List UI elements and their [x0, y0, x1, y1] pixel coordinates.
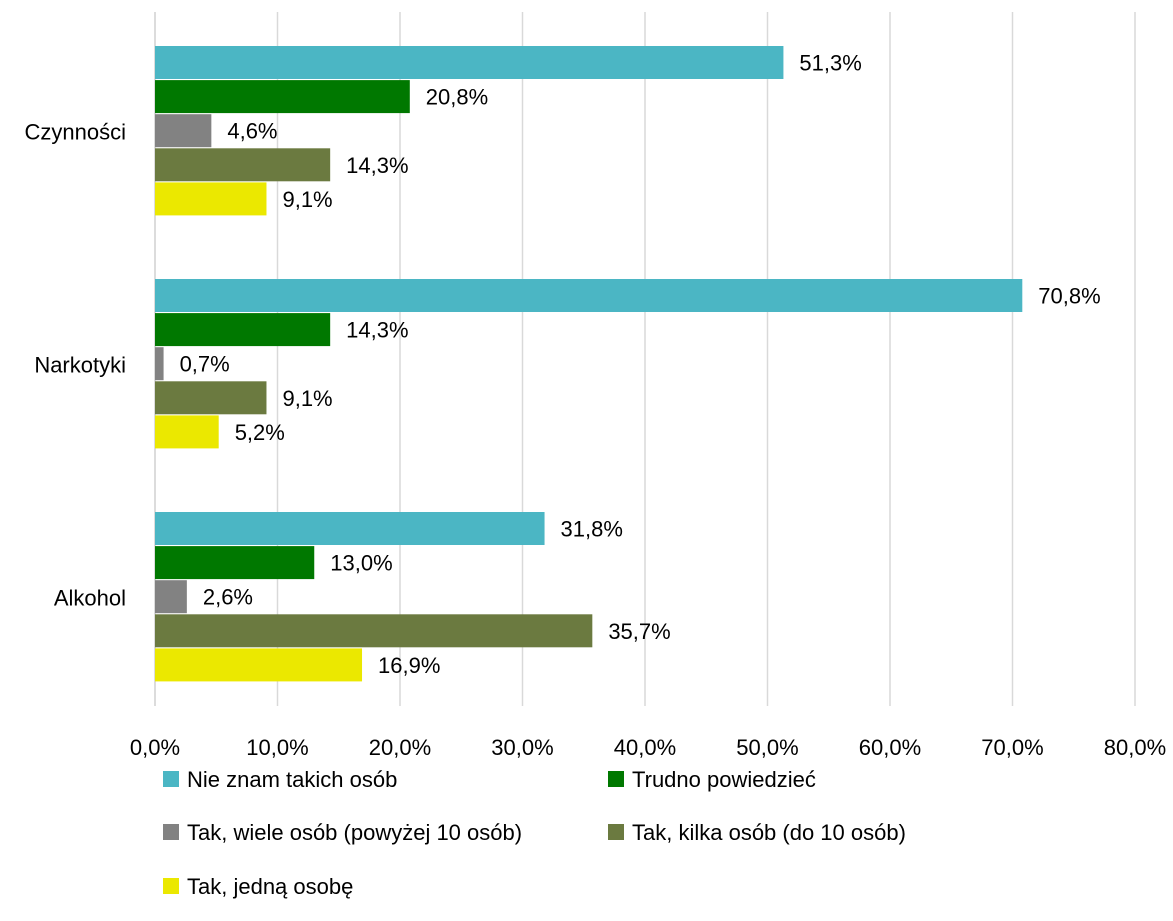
legend-swatch	[163, 824, 179, 840]
bar	[155, 114, 212, 148]
data-label: 14,3%	[346, 318, 408, 343]
bars	[155, 46, 1023, 682]
data-label: 51,3%	[799, 51, 861, 76]
x-tick-label: 50,0%	[736, 735, 798, 760]
bar	[155, 415, 219, 449]
legend-label: Tak, kilka osób (do 10 osób)	[632, 820, 906, 845]
x-tick-label: 80,0%	[1104, 735, 1166, 760]
data-label: 9,1%	[282, 386, 332, 411]
category-labels: Czynności Narkotyki Alkohol	[25, 119, 126, 610]
bar	[155, 279, 1023, 312]
legend-label: Trudno powiedzieć	[632, 767, 816, 792]
bar	[155, 182, 267, 216]
data-label: 0,7%	[180, 352, 230, 377]
x-tick-label: 10,0%	[246, 735, 308, 760]
x-tick-label: 0,0%	[130, 735, 180, 760]
category-label: Czynności	[25, 119, 126, 144]
bar	[155, 313, 331, 347]
bar	[155, 648, 363, 682]
bar	[155, 381, 267, 415]
data-label: 9,1%	[282, 187, 332, 212]
x-tick-label: 30,0%	[491, 735, 553, 760]
legend: Nie znam takich osób Trudno powiedzieć Tak…	[163, 767, 906, 899]
data-label: 13,0%	[330, 551, 392, 576]
x-tick-label: 40,0%	[614, 735, 676, 760]
legend-swatch	[608, 771, 624, 787]
category-label: Alkohol	[54, 585, 126, 610]
bar	[155, 546, 315, 580]
data-label: 35,7%	[608, 619, 670, 644]
x-tick-label: 60,0%	[859, 735, 921, 760]
bar	[155, 614, 593, 648]
category-label: Narkotyki	[34, 352, 126, 377]
data-label: 31,8%	[561, 517, 623, 542]
bar	[155, 80, 410, 114]
gridlines	[154, 12, 1136, 706]
x-tick-label: 70,0%	[981, 735, 1043, 760]
legend-label: Nie znam takich osób	[187, 767, 397, 792]
bar	[155, 580, 187, 614]
bar	[155, 347, 164, 381]
x-tick-label: 20,0%	[369, 735, 431, 760]
bar	[155, 46, 784, 79]
data-label: 70,8%	[1038, 284, 1100, 309]
data-label: 16,9%	[378, 653, 440, 678]
legend-label: Tak, wiele osób (powyżej 10 osób)	[187, 820, 522, 845]
data-label: 5,2%	[235, 420, 285, 445]
legend-swatch	[163, 771, 179, 787]
x-axis-tick-labels: 0,0% 10,0% 20,0% 30,0% 40,0% 50,0% 60,0% 70,0% 8…	[130, 735, 1166, 760]
data-label: 2,6%	[203, 585, 253, 610]
data-label: 20,8%	[426, 85, 488, 110]
legend-label: Tak, jedną osobę	[187, 874, 353, 899]
bar	[155, 148, 331, 182]
legend-swatch	[608, 824, 624, 840]
data-label: 14,3%	[346, 153, 408, 178]
legend-swatch	[163, 878, 179, 894]
data-labels: 51,3% 20,8% 4,6% 14,3% 9,1% 70,8% 14,3% 0,7% 9,1…	[180, 51, 1101, 678]
bar	[155, 512, 545, 545]
data-label: 4,6%	[227, 119, 277, 144]
